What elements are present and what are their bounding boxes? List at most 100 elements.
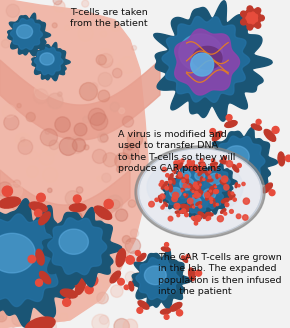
Circle shape bbox=[173, 170, 174, 172]
Circle shape bbox=[25, 260, 37, 273]
Polygon shape bbox=[0, 214, 64, 307]
Circle shape bbox=[0, 258, 3, 272]
Ellipse shape bbox=[205, 171, 209, 176]
Polygon shape bbox=[193, 46, 222, 69]
Circle shape bbox=[84, 145, 89, 150]
Circle shape bbox=[177, 160, 180, 163]
Circle shape bbox=[98, 90, 110, 102]
Ellipse shape bbox=[208, 172, 214, 182]
Circle shape bbox=[197, 194, 199, 196]
Ellipse shape bbox=[138, 301, 149, 309]
Circle shape bbox=[162, 205, 165, 207]
Circle shape bbox=[183, 184, 187, 188]
Circle shape bbox=[214, 190, 218, 194]
Ellipse shape bbox=[164, 202, 167, 206]
Ellipse shape bbox=[137, 254, 146, 261]
Polygon shape bbox=[10, 19, 42, 50]
Circle shape bbox=[210, 129, 215, 134]
Circle shape bbox=[99, 53, 113, 68]
Circle shape bbox=[34, 271, 50, 286]
Circle shape bbox=[123, 138, 129, 144]
Circle shape bbox=[174, 161, 178, 165]
Circle shape bbox=[195, 169, 199, 172]
Ellipse shape bbox=[240, 193, 250, 197]
Ellipse shape bbox=[181, 204, 189, 209]
Polygon shape bbox=[178, 167, 196, 186]
Ellipse shape bbox=[182, 256, 188, 262]
Circle shape bbox=[99, 315, 108, 324]
Ellipse shape bbox=[229, 194, 235, 200]
Circle shape bbox=[103, 282, 108, 288]
Circle shape bbox=[162, 167, 166, 172]
Circle shape bbox=[168, 216, 173, 221]
Circle shape bbox=[101, 261, 109, 269]
Polygon shape bbox=[182, 171, 191, 179]
Ellipse shape bbox=[207, 179, 213, 182]
Circle shape bbox=[55, 117, 70, 132]
Polygon shape bbox=[180, 178, 194, 190]
Circle shape bbox=[272, 127, 279, 133]
Polygon shape bbox=[166, 183, 189, 206]
Circle shape bbox=[193, 206, 195, 208]
Polygon shape bbox=[0, 0, 148, 328]
Ellipse shape bbox=[138, 149, 262, 235]
Circle shape bbox=[110, 285, 123, 297]
Ellipse shape bbox=[199, 162, 204, 165]
Circle shape bbox=[72, 138, 86, 152]
Circle shape bbox=[8, 215, 22, 230]
Circle shape bbox=[126, 256, 134, 264]
Ellipse shape bbox=[214, 202, 216, 207]
Circle shape bbox=[178, 172, 181, 175]
Circle shape bbox=[243, 9, 261, 27]
Ellipse shape bbox=[181, 209, 188, 213]
Circle shape bbox=[97, 176, 102, 181]
Circle shape bbox=[181, 190, 183, 192]
Circle shape bbox=[96, 265, 113, 282]
Circle shape bbox=[73, 200, 82, 210]
Ellipse shape bbox=[140, 150, 260, 234]
Circle shape bbox=[230, 210, 233, 213]
Circle shape bbox=[34, 89, 48, 104]
Circle shape bbox=[4, 115, 19, 130]
Ellipse shape bbox=[218, 194, 233, 204]
Polygon shape bbox=[170, 187, 181, 197]
Ellipse shape bbox=[264, 130, 276, 141]
Circle shape bbox=[126, 144, 133, 150]
Ellipse shape bbox=[232, 165, 239, 172]
Ellipse shape bbox=[206, 213, 213, 216]
Ellipse shape bbox=[135, 146, 265, 238]
Ellipse shape bbox=[196, 167, 205, 173]
Circle shape bbox=[59, 225, 67, 233]
Polygon shape bbox=[190, 197, 201, 206]
Ellipse shape bbox=[198, 182, 200, 185]
Circle shape bbox=[247, 6, 253, 11]
Circle shape bbox=[113, 68, 122, 78]
Circle shape bbox=[98, 133, 108, 143]
Circle shape bbox=[191, 216, 195, 219]
Circle shape bbox=[247, 25, 253, 30]
Circle shape bbox=[223, 156, 226, 160]
Circle shape bbox=[21, 206, 27, 212]
Circle shape bbox=[129, 251, 142, 264]
Circle shape bbox=[79, 83, 97, 100]
Circle shape bbox=[111, 200, 120, 209]
Ellipse shape bbox=[190, 189, 194, 191]
Ellipse shape bbox=[213, 166, 216, 170]
Circle shape bbox=[85, 286, 93, 294]
Circle shape bbox=[19, 25, 26, 31]
Ellipse shape bbox=[69, 204, 86, 212]
Circle shape bbox=[15, 134, 26, 145]
Ellipse shape bbox=[185, 177, 188, 184]
Circle shape bbox=[83, 116, 89, 123]
Circle shape bbox=[123, 144, 139, 159]
Circle shape bbox=[2, 186, 12, 196]
Circle shape bbox=[115, 209, 128, 221]
Circle shape bbox=[195, 186, 198, 188]
Circle shape bbox=[43, 168, 57, 182]
Ellipse shape bbox=[182, 209, 184, 213]
Circle shape bbox=[21, 137, 25, 142]
Text: T-cells are taken
from the patient: T-cells are taken from the patient bbox=[70, 8, 148, 29]
Circle shape bbox=[41, 319, 56, 328]
Circle shape bbox=[243, 215, 248, 220]
Ellipse shape bbox=[216, 174, 218, 179]
